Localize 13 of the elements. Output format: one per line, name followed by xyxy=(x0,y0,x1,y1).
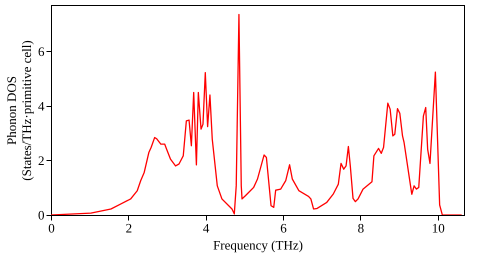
x-axis-title: Frequency (THz) xyxy=(213,238,303,252)
x-tick-label: 10 xyxy=(432,220,445,236)
y-tick-label: 2 xyxy=(38,152,44,168)
x-tick-label: 4 xyxy=(202,220,210,236)
x-tick-label: 6 xyxy=(280,220,288,236)
y-tick-label: 0 xyxy=(38,208,44,222)
line-series xyxy=(51,14,462,215)
x-tick-label: 8 xyxy=(358,220,364,236)
y-tick-label: 4 xyxy=(38,98,45,114)
y-tick-label: 6 xyxy=(38,44,45,59)
y-axis-title: Phonon DOS (States/THz·primitive cell) xyxy=(4,40,34,181)
x-tick-label: 2 xyxy=(126,220,132,236)
x-tick-label: 0 xyxy=(48,220,55,236)
